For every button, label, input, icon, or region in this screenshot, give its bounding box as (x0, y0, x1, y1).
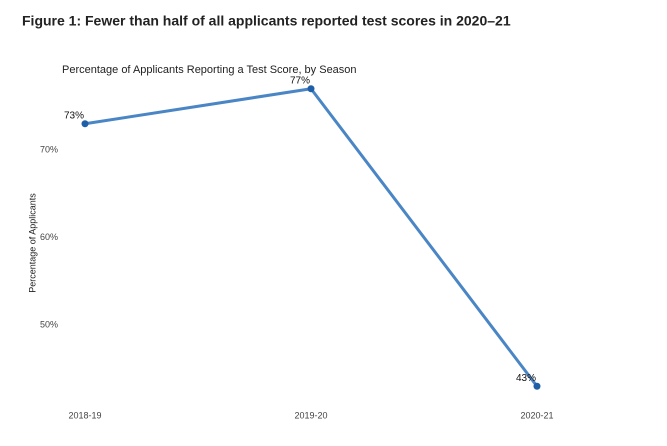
y-tick-label: 60% (40, 232, 58, 242)
y-axis-label: Percentage of Applicants (27, 193, 37, 293)
data-point (307, 85, 315, 93)
chart-title: Figure 1: Fewer than half of all applica… (22, 13, 511, 29)
x-tick-label: 2019-20 (294, 410, 327, 420)
x-tick-label: 2020-21 (520, 410, 553, 420)
data-label: 77% (290, 75, 310, 86)
data-point (533, 382, 541, 390)
data-label: 43% (516, 373, 536, 384)
x-tick-label: 2018-19 (68, 410, 101, 420)
data-line (84, 87, 539, 388)
data-point (81, 120, 89, 128)
y-tick-label: 70% (40, 144, 58, 154)
y-tick-label: 50% (40, 319, 58, 329)
chart-subtitle: Percentage of Applicants Reporting a Tes… (62, 64, 357, 76)
data-label: 73% (64, 110, 84, 121)
